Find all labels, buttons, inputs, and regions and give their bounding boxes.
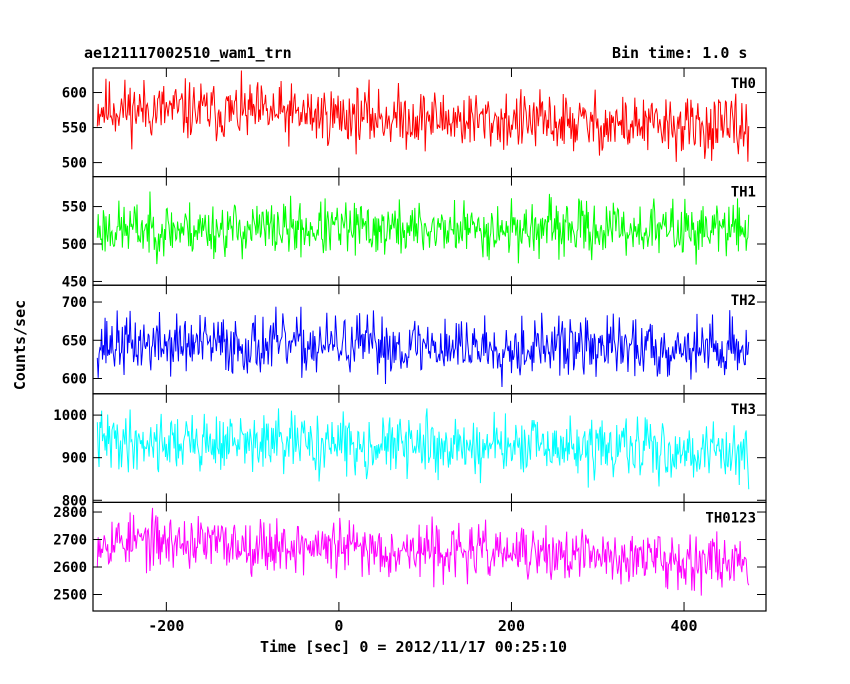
y-tick-label: 500 [62,156,87,172]
series-line-th0 [96,70,750,162]
x-tick-label: 200 [498,617,525,635]
series-line-th0123 [96,507,750,596]
series-line-th3 [96,408,750,490]
y-tick-label: 900 [62,451,87,467]
panel-label-th0: TH0 [731,76,756,92]
y-tick-label: 2800 [53,505,87,521]
y-tick-label: 450 [62,274,87,290]
observation-title: ae121117002510_wam1_trn [84,44,292,62]
panel-label-th3: TH3 [731,402,756,418]
y-tick-label: 600 [62,86,87,102]
x-axis-label: Time [sec] 0 = 2012/11/17 00:25:10 [260,638,568,656]
panel-frame-th0123 [92,501,767,612]
y-tick-label: 550 [62,121,87,137]
panel-label-th0123: TH0123 [705,510,756,526]
y-tick-label: 600 [62,372,87,388]
y-tick-label: 650 [62,333,87,349]
bin-time-label: Bin time: 1.0 s [612,44,748,62]
y-tick-label: 500 [62,237,87,253]
y-axis-label: Counts/sec [11,299,29,391]
x-tick-label: 400 [670,617,697,635]
y-tick-label: 800 [62,493,87,509]
series-line-th2 [96,306,750,388]
x-tick-label: -200 [148,617,184,635]
y-tick-label: 2500 [53,588,87,604]
panel-label-th2: TH2 [731,293,756,309]
panel-label-th1: TH1 [731,185,756,201]
y-tick-label: 550 [62,200,87,216]
y-tick-label: 2600 [53,560,87,576]
x-tick-label: 0 [334,617,343,635]
y-tick-label: 700 [62,295,87,311]
y-tick-label: 2700 [53,533,87,549]
series-line-th1 [96,191,750,265]
y-tick-label: 1000 [53,408,87,424]
